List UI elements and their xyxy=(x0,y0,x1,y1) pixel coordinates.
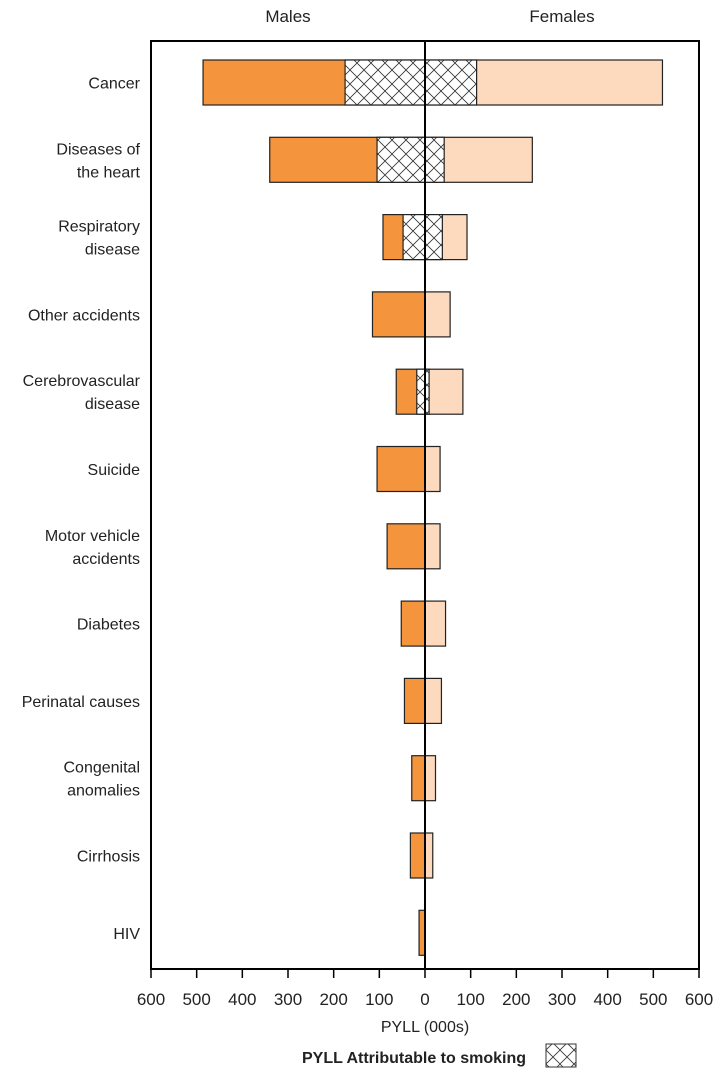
category-labels: Cancer Diseases of the heart Respiratory dis… xyxy=(22,76,141,943)
category-label-line: Cirrhosis xyxy=(77,849,140,866)
category-label: Suicide xyxy=(88,462,141,479)
female-bar xyxy=(424,368,464,415)
category-label-line: anomalies xyxy=(67,783,140,800)
male-smoking-bar xyxy=(344,59,426,106)
male-bar xyxy=(403,677,426,725)
x-tick-label: 400 xyxy=(228,990,256,1009)
legend: PYLL Attributable to smoking xyxy=(302,1043,577,1068)
category-label-line: disease xyxy=(85,396,140,413)
x-axis-title: PYLL (000s) xyxy=(381,1019,469,1036)
females-header: Females xyxy=(529,7,594,26)
female-bar xyxy=(424,523,441,570)
x-tick-label: 300 xyxy=(548,990,576,1009)
x-tick-label: 500 xyxy=(639,990,667,1009)
x-tick-label: 500 xyxy=(182,990,210,1009)
legend-label: PYLL Attributable to smoking xyxy=(302,1050,526,1067)
x-axis-ticks: 600 500 400 300 200 100 0 100 200 300 400 500 600 xyxy=(137,968,713,1009)
female-bar xyxy=(424,445,441,493)
category-label: Other accidents xyxy=(28,307,140,324)
female-bar xyxy=(424,677,443,725)
category-label-line: Diabetes xyxy=(77,617,140,634)
x-tick-label: 400 xyxy=(593,990,621,1009)
male-bar xyxy=(376,445,426,493)
category-label-line: HIV xyxy=(113,926,140,943)
male-bar xyxy=(371,291,426,338)
category-label: Congenital anomalies xyxy=(64,760,141,800)
category-label-line: accidents xyxy=(72,551,140,568)
category-label: Cancer xyxy=(88,76,140,93)
category-label-line: Motor vehicle xyxy=(45,528,140,545)
category-label: Respiratory disease xyxy=(58,219,140,259)
males-header: Males xyxy=(265,7,310,26)
male-bar xyxy=(411,755,426,802)
female-bar xyxy=(424,291,451,338)
x-tick-label: 600 xyxy=(685,990,713,1009)
category-label: Cirrhosis xyxy=(77,849,140,866)
male-bar xyxy=(386,523,426,570)
x-tick-label: 200 xyxy=(319,990,347,1009)
category-label-line: Congenital xyxy=(64,760,141,777)
male-smoking-bar xyxy=(402,214,426,261)
male-bar xyxy=(400,600,426,647)
category-label-line: Diseases of xyxy=(56,141,140,158)
male-smoking-bar xyxy=(376,136,426,183)
category-label-line: Cerebrovascular xyxy=(23,373,141,390)
female-smoking-bar xyxy=(424,214,443,261)
female-bar xyxy=(424,755,437,802)
female-smoking-bar xyxy=(424,136,445,183)
male-bar xyxy=(409,832,426,879)
category-label: Motor vehicle accidents xyxy=(45,528,140,568)
category-label: HIV xyxy=(113,926,140,943)
category-label-line: Cancer xyxy=(88,76,140,93)
category-label: Perinatal causes xyxy=(22,694,140,711)
category-label: Diabetes xyxy=(77,617,140,634)
category-label-line: disease xyxy=(85,242,140,259)
x-tick-label: 600 xyxy=(137,990,165,1009)
male-smoking-bar xyxy=(416,368,426,415)
category-label-line: Other accidents xyxy=(28,307,140,324)
legend-crosshatch-swatch xyxy=(545,1043,577,1068)
category-label-line: Perinatal causes xyxy=(22,694,140,711)
bars-group xyxy=(202,59,664,956)
x-tick-label: 0 xyxy=(420,990,429,1009)
x-tick-label: 100 xyxy=(456,990,484,1009)
female-smoking-bar xyxy=(424,59,478,106)
category-label: Cerebrovascular disease xyxy=(23,373,141,413)
x-tick-label: 100 xyxy=(365,990,393,1009)
category-label: Diseases of the heart xyxy=(56,141,140,181)
female-bar xyxy=(424,832,434,879)
category-label-line: Respiratory xyxy=(58,219,140,236)
x-tick-label: 300 xyxy=(274,990,302,1009)
x-tick-label: 200 xyxy=(502,990,530,1009)
female-bar xyxy=(424,600,447,647)
category-label-line: the heart xyxy=(77,164,141,181)
category-label-line: Suicide xyxy=(88,462,141,479)
